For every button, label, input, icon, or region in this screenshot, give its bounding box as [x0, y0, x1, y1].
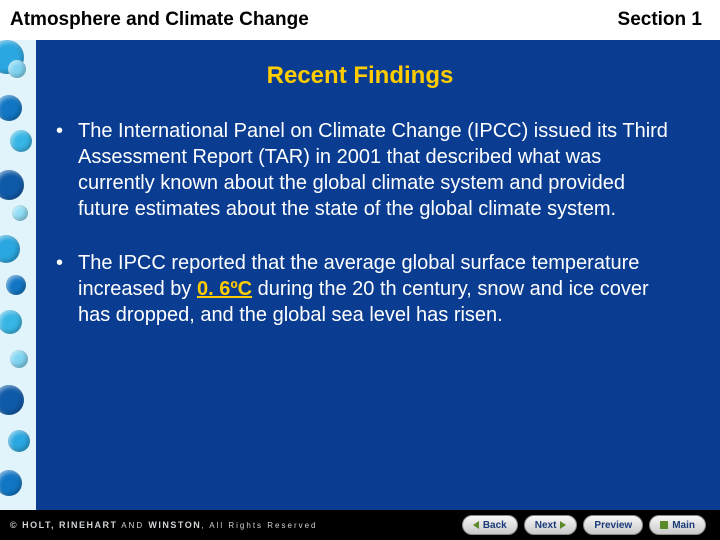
slide-content: • The International Panel on Climate Cha… — [56, 118, 676, 356]
next-label: Next — [535, 520, 557, 531]
slide-footer: © HOLT, RINEHART AND WINSTON, All Rights… — [0, 510, 720, 540]
preview-label: Preview — [594, 520, 632, 531]
bubble-icon — [6, 275, 26, 295]
bubble-icon — [12, 205, 28, 221]
bubble-icon — [0, 470, 22, 496]
bullet-marker: • — [56, 118, 78, 222]
slide-subtitle: Recent Findings — [0, 62, 720, 90]
bubble-icon — [0, 310, 22, 334]
header-section: Section 1 — [618, 9, 702, 31]
main-button[interactable]: Main — [649, 515, 706, 535]
bubble-icon — [0, 95, 22, 121]
main-label: Main — [672, 520, 695, 531]
bubble-icon — [10, 130, 32, 152]
bubble-icon — [0, 170, 24, 200]
slide: Atmosphere and Climate Change Section 1 … — [0, 0, 720, 540]
back-button[interactable]: Back — [462, 515, 518, 535]
bubble-icon — [0, 385, 24, 415]
copyright-and: AND — [118, 521, 149, 530]
slide-header: Atmosphere and Climate Change Section 1 — [0, 0, 720, 40]
bullet-marker: • — [56, 250, 78, 328]
chevron-left-icon — [473, 521, 479, 529]
copyright-symbol: © — [10, 520, 18, 530]
bullet-emph: 0. 6ºC — [197, 278, 252, 300]
copyright-brand: HOLT, RINEHART — [22, 520, 117, 530]
copyright-brand2: WINSTON — [148, 520, 201, 530]
bullet-item: • The International Panel on Climate Cha… — [56, 118, 676, 222]
bullet-text: The IPCC reported that the average globa… — [78, 250, 676, 328]
bubble-icon — [0, 235, 20, 263]
copyright-rights: , All Rights Reserved — [201, 521, 317, 530]
preview-button[interactable]: Preview — [583, 515, 643, 535]
bullet-pre: The International Panel on Climate Chang… — [78, 120, 668, 220]
next-button[interactable]: Next — [524, 515, 578, 535]
back-label: Back — [483, 520, 507, 531]
nav-buttons: Back Next Preview Main — [462, 515, 706, 535]
copyright: © HOLT, RINEHART AND WINSTON, All Rights… — [10, 520, 318, 530]
header-title: Atmosphere and Climate Change — [10, 9, 309, 31]
bubble-icon — [10, 350, 28, 368]
bullet-item: • The IPCC reported that the average glo… — [56, 250, 676, 328]
bullet-text: The International Panel on Climate Chang… — [78, 118, 676, 222]
square-icon — [660, 521, 668, 529]
bubble-icon — [8, 430, 30, 452]
chevron-right-icon — [560, 521, 566, 529]
